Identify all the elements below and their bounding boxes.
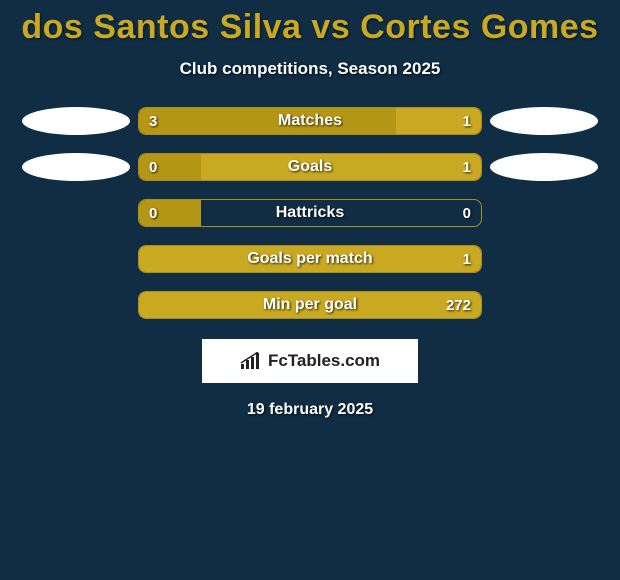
stat-bar: 00Hattricks xyxy=(138,199,482,227)
stat-row: 272Min per goal xyxy=(0,291,620,319)
stat-value-right: 1 xyxy=(463,154,471,180)
stats-container: 31Matches01Goals00Hattricks1Goals per ma… xyxy=(0,107,620,319)
team-logo-left xyxy=(22,153,130,181)
stat-bar: 272Min per goal xyxy=(138,291,482,319)
team-logo-right xyxy=(490,153,598,181)
stat-bar: 1Goals per match xyxy=(138,245,482,273)
bar-fill-right xyxy=(201,154,481,180)
stat-bar: 31Matches xyxy=(138,107,482,135)
stat-value-right: 272 xyxy=(446,292,471,318)
stat-value-left: 3 xyxy=(149,108,157,134)
bar-fill-right xyxy=(139,292,481,318)
stat-value-right: 0 xyxy=(463,200,471,226)
stat-bar: 01Goals xyxy=(138,153,482,181)
page-title: dos Santos Silva vs Cortes Gomes xyxy=(21,8,598,47)
date-label: 19 february 2025 xyxy=(247,401,373,419)
brand-label: FcTables.com xyxy=(268,351,380,371)
stat-row: 31Matches xyxy=(0,107,620,135)
stat-value-right: 1 xyxy=(463,246,471,272)
bar-fill-left xyxy=(139,108,396,134)
chart-icon xyxy=(240,352,262,370)
page-subtitle: Club competitions, Season 2025 xyxy=(180,59,441,79)
stat-value-right: 1 xyxy=(463,108,471,134)
stat-row: 1Goals per match xyxy=(0,245,620,273)
stat-value-left: 0 xyxy=(149,154,157,180)
stat-row: 00Hattricks xyxy=(0,199,620,227)
stat-value-left: 0 xyxy=(149,200,157,226)
stat-row: 01Goals xyxy=(0,153,620,181)
page-root: dos Santos Silva vs Cortes Gomes Club co… xyxy=(0,0,620,580)
team-logo-left xyxy=(22,107,130,135)
team-logo-right xyxy=(490,107,598,135)
bar-fill-right xyxy=(139,246,481,272)
brand-box[interactable]: FcTables.com xyxy=(202,339,418,383)
